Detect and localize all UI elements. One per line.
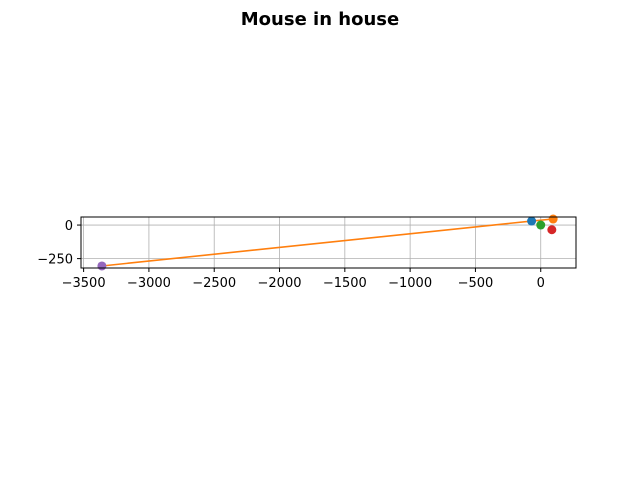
- y-tick-label: 0: [65, 219, 73, 234]
- x-tick-label: −3000: [127, 276, 171, 291]
- data-point: [547, 225, 557, 235]
- data-point: [97, 261, 107, 271]
- x-tick-label: −1500: [323, 276, 367, 291]
- y-tick-label: −250: [37, 253, 73, 268]
- y-axis: 0 −250: [37, 219, 81, 268]
- data-point: [536, 220, 546, 230]
- x-tick-label: −500: [458, 276, 494, 291]
- x-tick-label: −1000: [388, 276, 432, 291]
- chart-title: Mouse in house: [241, 9, 399, 30]
- data-point: [527, 216, 537, 226]
- x-tick-label: −2000: [258, 276, 302, 291]
- x-tick-label: −2500: [192, 276, 236, 291]
- data-point: [548, 214, 558, 224]
- x-tick-label: −3500: [62, 276, 106, 291]
- x-tick-label: 0: [537, 276, 545, 291]
- x-axis: −3500 −3000 −2500 −2000 −1500 −1000 −500 0: [62, 268, 545, 291]
- plot-frame: [80, 216, 577, 269]
